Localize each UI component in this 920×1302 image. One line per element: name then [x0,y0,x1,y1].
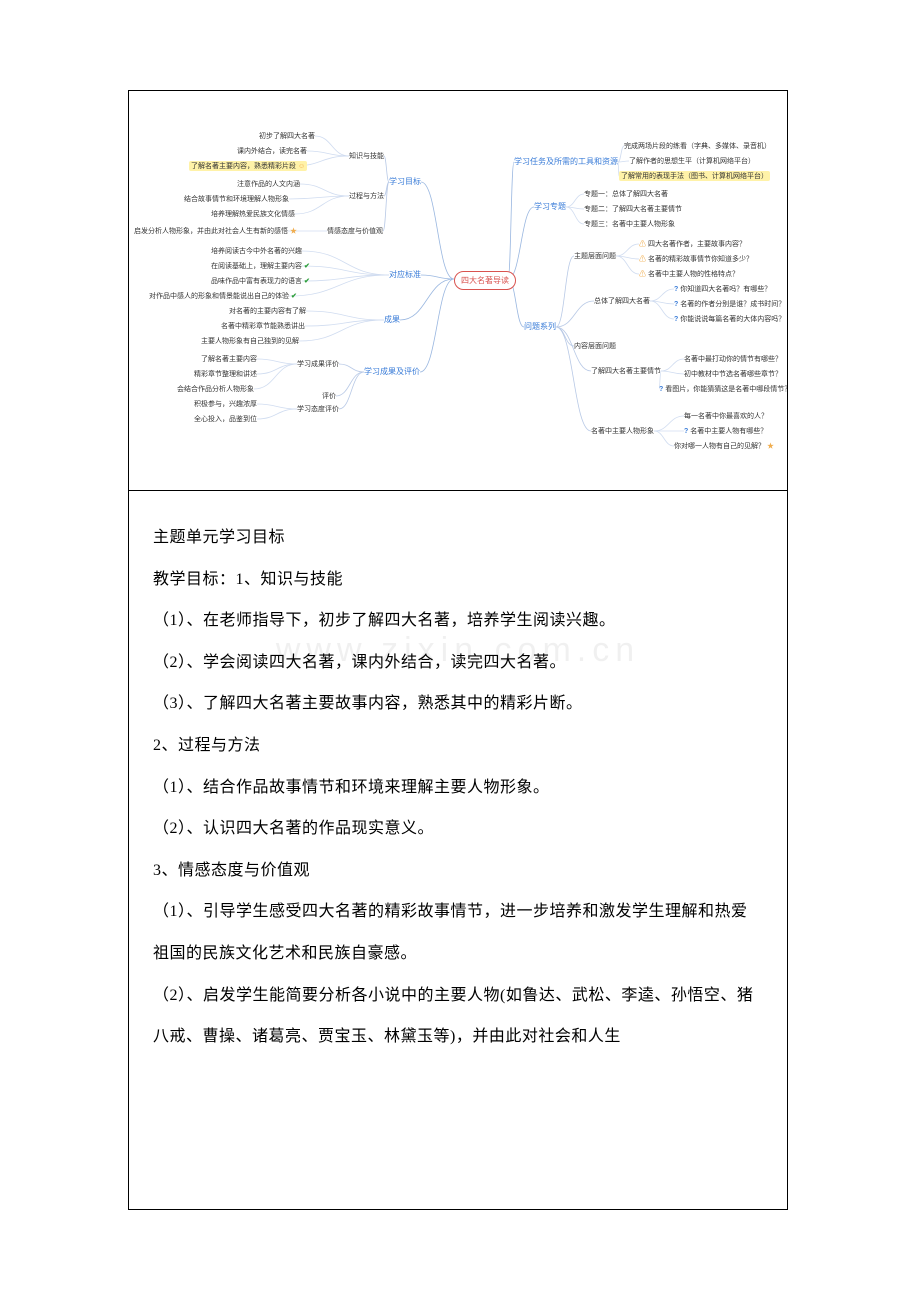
mindmap-sublabel: 学习成果评价 [297,359,339,369]
mindmap-sublabel: 主题层面问题 [574,251,616,261]
mindmap-sublabel: 评价 [322,391,336,401]
mindmap-node: 全心投入，品鉴到位 [194,414,257,424]
text-heading: 主题单元学习目标 [153,517,763,559]
text-line: （1）、结合作品故事情节和环境来理解主要人物形象。 [153,767,763,809]
question-icon: ? [684,428,690,435]
mindmap-node: 专题三：名著中主要人物形象 [584,219,675,229]
question-icon: ? [674,286,680,293]
star-icon: ★ [288,228,297,235]
mindmap-center: 四大名著导读 [454,271,516,290]
warn-icon: ⚠ [639,271,648,278]
mindmap-sublabel: 学习态度评价 [297,404,339,414]
text-line: （2）、认识四大名著的作品现实意义。 [153,808,763,850]
mindmap-node: 初步了解四大名著 [259,131,315,141]
mindmap-node: 注意作品的人文内涵 [237,179,300,189]
mindmap-sublabel: 名著中主要人物形象 [591,426,654,436]
mindmap-node: 结合故事情节和环境理解人物形象 [184,194,289,204]
mindmap-node: 培养理解热爱民族文化情感 [211,209,295,219]
mindmap-node: 课内外结合，读完名著 [237,146,307,156]
mindmap-node: 了解常用的表现手法（图书、计算机网络平台） [619,171,770,181]
mindmap-node: 了解名著主要内容 [201,354,257,364]
text-section: 主题单元学习目标 教学目标：1、知识与技能（1）、在老师指导下，初步了解四大名著… [129,491,787,1058]
mindmap-group-label: 成果 [384,314,400,325]
text-line: 2、过程与方法 [153,725,763,767]
mindmap-node: 专题一：总体了解四大名著 [584,189,668,199]
text-line: （3）、了解四大名著主要故事内容，熟悉其中的精彩片断。 [153,683,763,725]
mindmap-node: 培养阅读古今中外名著的兴趣 [211,246,302,256]
mindmap-node: 对名著的主要内容有了解 [229,306,306,316]
mindmap-group-label: 问题系列 [524,321,556,332]
mindmap-node: ? 名著的作者分别是谁？成书时间？ [674,299,785,309]
mindmap-node: 启发分析人物形象，并由此对社会人生有新的感悟 ★ [134,226,297,236]
text-line: （2）、学会阅读四大名著，课内外结合，读完四大名著。 [153,642,763,684]
warn-icon: ⚠ [639,241,648,248]
mindmap-group-label: 学习专题 [534,201,566,212]
mindmap-sublabel: 过程与方法 [349,191,384,201]
mindmap-group-label: 学习成果及评价 [364,366,420,377]
question-icon: ? [674,301,680,308]
mindmap-group-label: 学习目标 [389,176,421,187]
mindmap-sublabel: 情感态度与价值观 [327,226,383,236]
text-line: （1）、引导学生感受四大名著的精彩故事情节，进一步培养和激发学生理解和热爱祖国的… [153,891,763,974]
warn-icon: ⚠ [639,256,648,263]
mindmap-node: 主要人物形象有自己独到的见解 [201,336,299,346]
text-line: （2）、启发学生能简要分析各小说中的主要人物(如鲁达、武松、李逵、孙悟空、猪八戒… [153,975,763,1058]
mindmap-node: ⚠ 四大名著作者，主要故事内容？ [639,239,746,249]
mindmap-node: ? 看图片，你能猜猜这是名著中哪段情节？ [659,384,787,394]
mindmap-section: 四大名著导读 学习目标 知识与技能 初步了解四大名著课内外结合，读完名著了解名著主要… [129,91,787,491]
mindmap-node: ? 你能说说每篇名著的大体内容吗？ [674,314,785,324]
check-icon: ✔ [289,293,297,300]
star-icon: ★ [765,443,774,450]
mindmap-node: 你对哪一人物有自己的见解？ ★ [674,441,774,451]
mindmap-sublabel: 了解四大名著主要情节 [591,366,661,376]
mindmap-node: 积极参与，兴趣浓厚 [194,399,257,409]
mindmap-node: ⚠ 名著中主要人物的性格特点？ [639,269,739,279]
mindmap-node: ? 名著中主要人物有哪些？ [684,426,767,436]
mindmap-node: 在阅读基础上，理解主要内容 ✔ [211,261,310,271]
page-border: 四大名著导读 学习目标 知识与技能 初步了解四大名著课内外结合，读完名著了解名著主要… [128,90,788,1210]
mindmap-node: 专题二：了解四大名著主要情节 [584,204,682,214]
mindmap-node: 品味作品中富有表现力的语言 ✔ [211,276,310,286]
mindmap-group-label: 学习任务及所需的工具和资源 [514,156,618,167]
mindmap-node: 对作品中感人的形象和情景能说出自己的体验 ✔ [149,291,297,301]
text-line: （1）、在老师指导下，初步了解四大名著，培养学生阅读兴趣。 [153,600,763,642]
mindmap-node: 初中教材中节选名著哪些章节？ [684,369,782,379]
mindmap-node: 了解作者的思想生平（计算机网络平台） [629,156,755,166]
mindmap-node: 了解名著主要内容，熟悉精彩片段 ☺ [189,161,307,171]
smile-icon: ☺ [296,163,305,170]
mindmap-node: 每一名著中你最喜欢的人？ [684,411,768,421]
text-line: 教学目标：1、知识与技能 [153,559,763,601]
mindmap-sublabel: 内容层面问题 [574,341,616,351]
mindmap-node: 完成两场片段的练看（字典、多媒体、录音机） [624,141,771,151]
mindmap-sublabel: 知识与技能 [349,151,384,161]
mindmap-sublabel: 总体了解四大名著 [594,296,650,306]
text-line: 3、情感态度与价值观 [153,850,763,892]
check-icon: ✔ [302,278,310,285]
question-icon: ? [674,316,680,323]
mindmap-node: ⚠ 名著的精彩故事情节你知道多少？ [639,254,753,264]
check-icon: ✔ [302,263,310,270]
mindmap-node: 名著中最打动你的情节有哪些？ [684,354,782,364]
question-icon: ? [659,386,665,393]
mindmap-node: 会结合作品分析人物形象 [177,384,254,394]
mindmap-group-label: 对应标准 [389,269,421,280]
mindmap-node: 精彩章节整理和讲述 [194,369,257,379]
mindmap-node: 名著中精彩章节能熟悉讲出 [221,321,305,331]
mindmap-node: ? 你知道四大名著吗？有哪些？ [674,284,771,294]
